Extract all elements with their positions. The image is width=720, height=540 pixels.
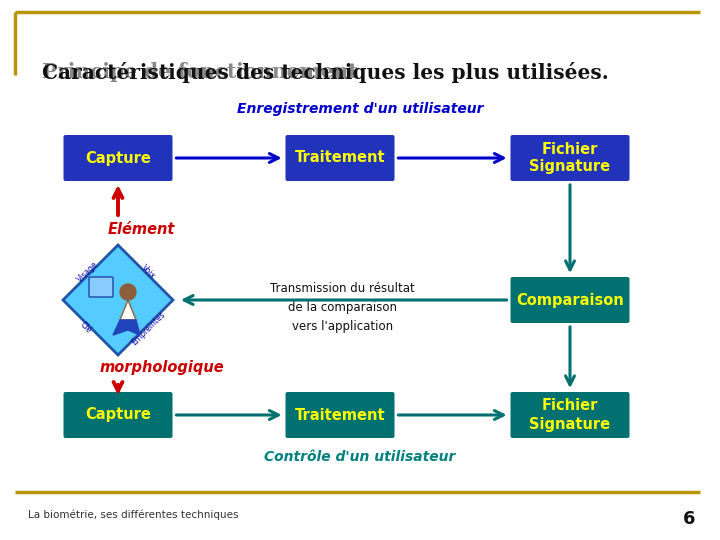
Text: Capture: Capture	[85, 151, 151, 165]
Text: Caractéristiques des techniques les plus utilisées.: Caractéristiques des techniques les plus…	[42, 62, 608, 83]
Text: Contrôle d'un utilisateur: Contrôle d'un utilisateur	[264, 450, 456, 464]
Text: Clé: Clé	[78, 321, 94, 335]
Text: 6: 6	[683, 510, 695, 528]
Text: Traitement: Traitement	[294, 408, 385, 422]
Text: Capture: Capture	[85, 408, 151, 422]
Text: Fichier
Signature: Fichier Signature	[529, 399, 611, 431]
FancyBboxPatch shape	[510, 277, 629, 323]
Text: Voix: Voix	[139, 263, 157, 281]
FancyBboxPatch shape	[63, 392, 173, 438]
Polygon shape	[120, 300, 136, 320]
Polygon shape	[113, 320, 140, 335]
FancyBboxPatch shape	[89, 277, 113, 297]
Text: Empreintes: Empreintes	[130, 309, 166, 347]
Text: Elément: Elément	[108, 222, 176, 237]
FancyBboxPatch shape	[510, 392, 629, 438]
FancyBboxPatch shape	[286, 135, 395, 181]
Text: Comparaison: Comparaison	[516, 293, 624, 307]
Text: La biométrie, ses différentes techniques: La biométrie, ses différentes techniques	[28, 510, 238, 521]
FancyBboxPatch shape	[286, 392, 395, 438]
FancyBboxPatch shape	[510, 135, 629, 181]
Text: Enregistrement d'un utilisateur: Enregistrement d'un utilisateur	[237, 102, 483, 116]
Text: Transmission du résultat
de la comparaison
vers l'application: Transmission du résultat de la comparais…	[271, 282, 415, 333]
FancyBboxPatch shape	[63, 135, 173, 181]
Text: Visage: Visage	[76, 260, 100, 284]
Text: Traitement: Traitement	[294, 151, 385, 165]
Text: Principe de fonctionnement: Principe de fonctionnement	[42, 62, 358, 82]
Polygon shape	[63, 245, 173, 355]
Text: Fichier
Signature: Fichier Signature	[529, 141, 611, 174]
Circle shape	[120, 284, 136, 300]
Text: morphologique: morphologique	[100, 360, 225, 375]
